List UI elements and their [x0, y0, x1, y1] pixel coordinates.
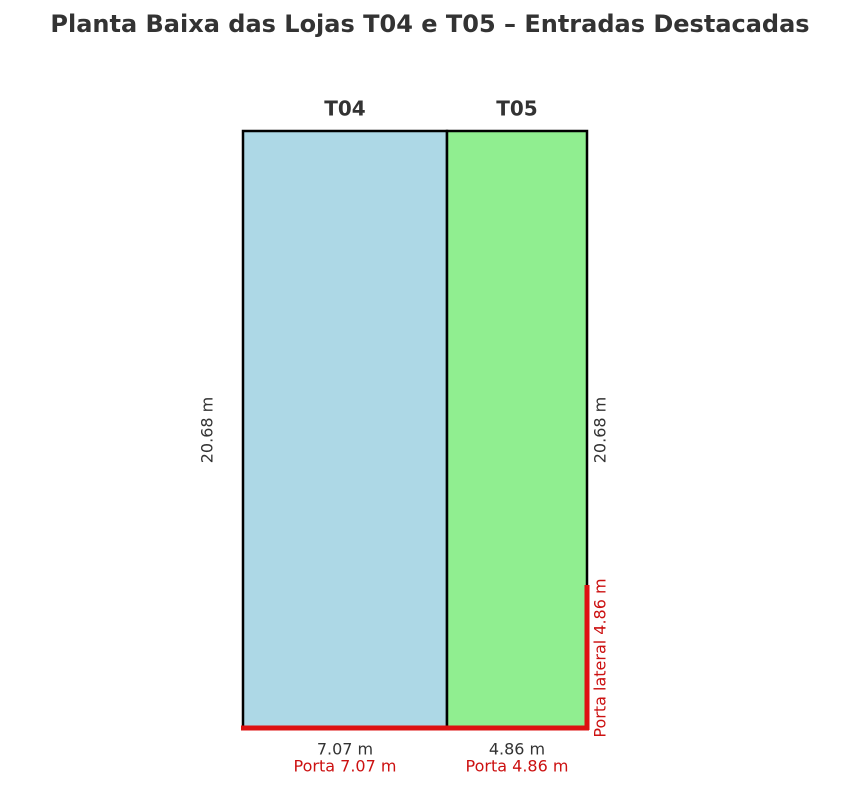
- door-label: Porta 4.86 m: [466, 757, 569, 776]
- store-label: T05: [496, 97, 537, 121]
- door-label: Porta 7.07 m: [294, 757, 397, 776]
- width-label: 4.86 m: [489, 740, 545, 759]
- width-label: 7.07 m: [317, 740, 373, 759]
- store-t05: [445, 129, 589, 730]
- title: Planta Baixa das Lojas T04 e T05 – Entra…: [50, 10, 809, 38]
- side-door-label: Porta lateral 4.86 m: [591, 578, 610, 737]
- store-t04: [241, 129, 449, 730]
- depth-label: 20.68 m: [591, 397, 610, 463]
- store-label: T04: [324, 97, 365, 121]
- depth-label: 20.68 m: [198, 397, 217, 463]
